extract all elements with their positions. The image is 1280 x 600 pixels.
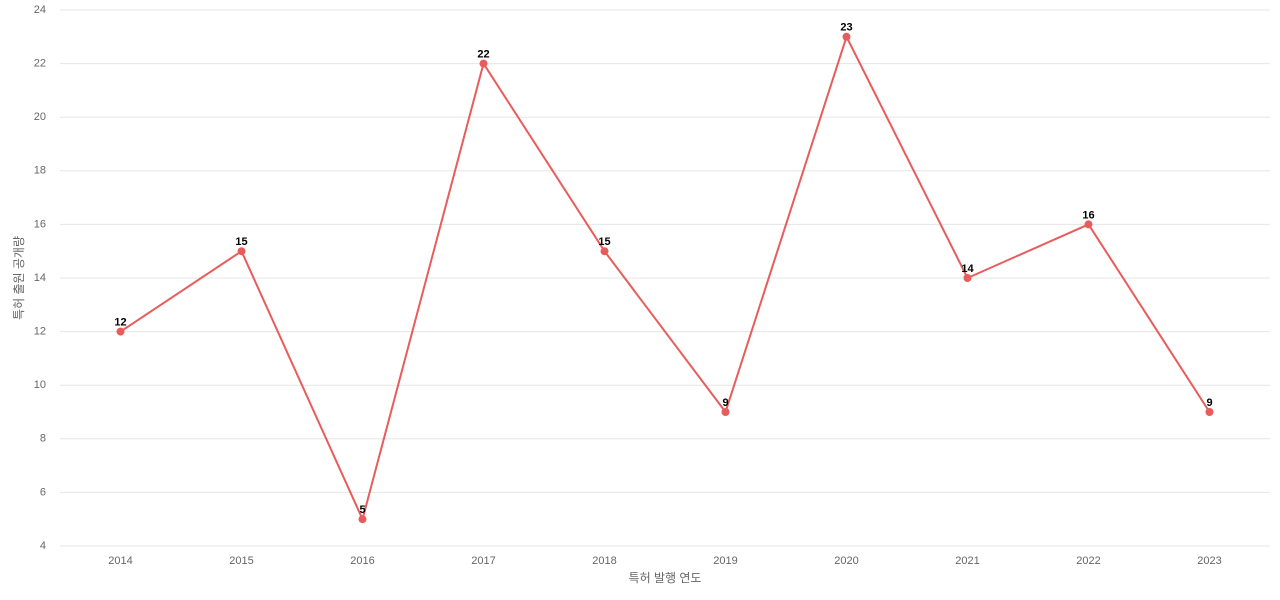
line [119, 34, 1211, 523]
y-tick-label: 4 [40, 540, 46, 552]
data-label: 16 [1082, 209, 1094, 221]
data-label: 22 [477, 49, 489, 61]
point [237, 247, 246, 256]
point [963, 274, 972, 282]
x-tick-label: 2014 [108, 555, 132, 567]
y-axis-label: 특허 출원 공개량 [12, 236, 26, 320]
data-label: 12 [114, 317, 126, 329]
point [1084, 220, 1093, 229]
data-label: 5 [359, 504, 365, 516]
y-tick-label: 14 [34, 272, 46, 284]
y-tick-label: 8 [40, 433, 46, 445]
y-tick-label: 22 [34, 58, 46, 70]
y-tick-label: 6 [40, 486, 46, 498]
y-tick-label: 12 [34, 326, 46, 338]
data-label: 23 [840, 22, 852, 34]
data-label: 15 [235, 236, 247, 248]
y-tick-label: 18 [34, 165, 46, 177]
x-tick-label: 2016 [350, 555, 374, 567]
x-tick-label: 2023 [1197, 555, 1221, 567]
point [842, 32, 851, 41]
point [600, 247, 609, 256]
x-tick-label: 2022 [1076, 555, 1100, 567]
x-tick-label: 2015 [229, 555, 253, 567]
x-tick-label: 2021 [955, 555, 979, 567]
point [1205, 408, 1214, 416]
point [116, 327, 125, 336]
data-label: 9 [1206, 397, 1212, 409]
x-tick-label: 2019 [713, 555, 737, 567]
x-axis-label: 특허 발행 연도 [629, 570, 702, 585]
data-label: 9 [722, 397, 728, 409]
x-tick-label: 2017 [471, 555, 495, 567]
data-label: 15 [598, 236, 610, 248]
point [721, 408, 730, 416]
x-tick-label: 2020 [834, 555, 858, 567]
y-tick-label: 24 [34, 4, 46, 16]
point [479, 59, 488, 68]
y-tick-label: 20 [34, 111, 46, 123]
y-tick-label: 16 [34, 218, 46, 230]
point [358, 515, 367, 524]
y-tick-label: 10 [34, 379, 46, 391]
data-label: 14 [961, 263, 974, 275]
x-tick-label: 2018 [592, 555, 616, 567]
